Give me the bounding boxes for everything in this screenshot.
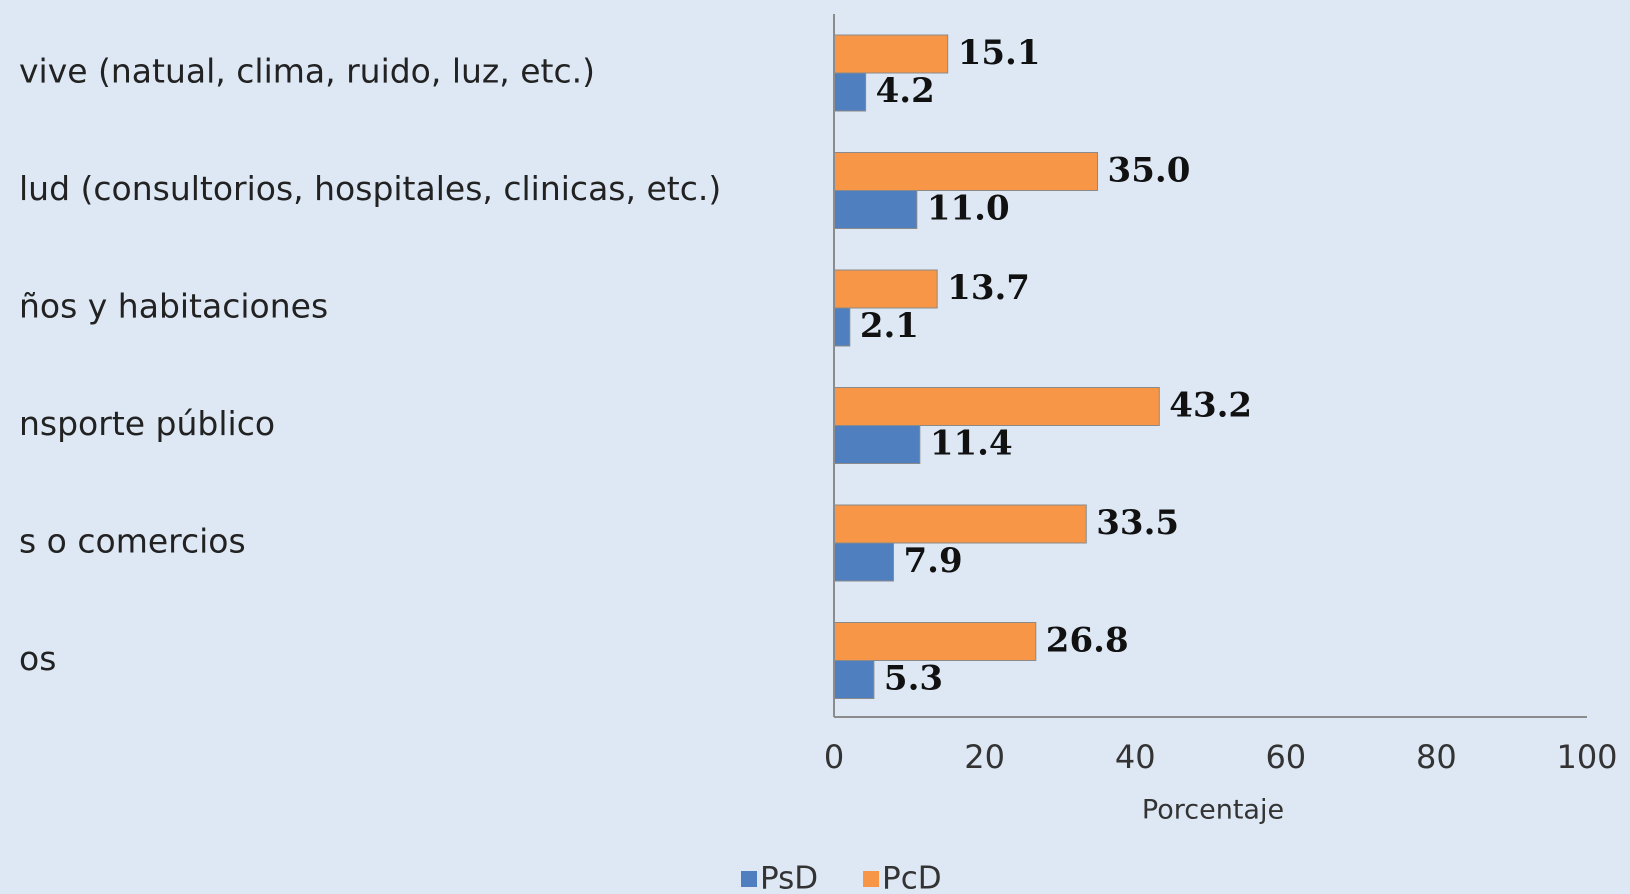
y-tick-label: ños y habitaciones: [19, 287, 328, 326]
bar: [833, 190, 918, 229]
data-label: 4.2: [876, 71, 935, 111]
bar: [833, 72, 867, 112]
bar: [833, 307, 851, 347]
data-label: 43.2: [1169, 386, 1252, 426]
bar: [833, 660, 875, 699]
bar: [833, 504, 1087, 544]
legend-swatch: [863, 871, 879, 887]
y-tick-label: lud (consultorios, hospitales, clinicas,…: [19, 169, 721, 208]
bar: [833, 34, 949, 74]
x-tick-label: 40: [1115, 738, 1156, 776]
data-label: 11.0: [927, 189, 1010, 229]
data-label: 33.5: [1096, 503, 1179, 543]
data-label: 5.3: [884, 659, 943, 699]
data-label: 35.0: [1108, 151, 1191, 191]
y-tick-label: nsporte público: [19, 404, 275, 443]
data-label: 13.7: [947, 268, 1030, 308]
legend-swatch: [741, 871, 757, 887]
data-label: 7.9: [903, 541, 962, 581]
legend-label: PcD: [882, 861, 942, 894]
x-tick-label: 60: [1265, 738, 1306, 776]
y-tick-label: s o comercios: [19, 522, 246, 561]
y-tick-label: vive (natual, clima, ruido, luz, etc.): [19, 52, 595, 91]
bar: [833, 542, 894, 582]
bar: [833, 425, 921, 464]
x-tick-label: 100: [1556, 738, 1617, 776]
bar: [833, 622, 1037, 661]
data-label: 2.1: [860, 306, 919, 346]
x-tick-label: 0: [824, 738, 844, 776]
data-label: 26.8: [1046, 621, 1129, 661]
data-label: 15.1: [958, 33, 1041, 73]
y-tick-label: os: [19, 639, 56, 678]
bar: [833, 387, 1160, 426]
bar: [833, 152, 1099, 191]
x-axis-title: Porcentaje: [1142, 795, 1284, 826]
x-tick-label: 20: [964, 738, 1005, 776]
legend-label: PsD: [760, 861, 818, 894]
bar: [833, 269, 938, 309]
data-label: 11.4: [930, 424, 1013, 464]
x-tick-label: 80: [1416, 738, 1457, 776]
